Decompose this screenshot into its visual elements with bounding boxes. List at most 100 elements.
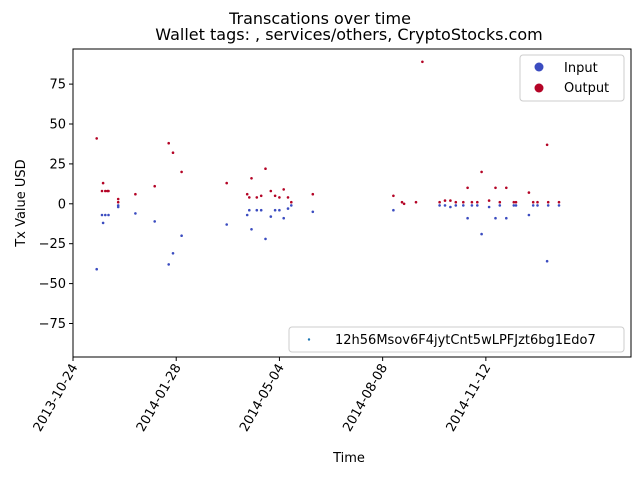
input-point <box>512 204 516 207</box>
input-point <box>278 208 281 212</box>
input-point <box>527 213 531 217</box>
output-point <box>449 199 452 202</box>
legend-top-right: Input Output <box>519 54 625 102</box>
input-point <box>116 204 120 207</box>
output-point <box>255 196 259 199</box>
points-layer <box>95 60 561 271</box>
output-point <box>400 200 404 204</box>
input-point <box>107 213 110 217</box>
legend-input-marker <box>534 62 544 72</box>
output-point <box>466 186 469 190</box>
y-axis: −75 −50 −25 0 25 50 75 <box>39 78 73 332</box>
input-point <box>466 216 469 220</box>
y-tick-label: 75 <box>49 78 66 93</box>
output-point <box>180 170 183 174</box>
output-point <box>101 181 105 185</box>
output-point <box>476 200 479 204</box>
output-point <box>462 200 465 204</box>
input-point <box>443 204 447 207</box>
output-point <box>505 186 508 190</box>
output-point <box>278 196 281 199</box>
legend-address-marker <box>307 338 311 341</box>
output-point <box>402 202 406 206</box>
input-point <box>531 204 535 207</box>
output-point <box>273 194 277 198</box>
output-point <box>392 194 395 198</box>
output-point <box>134 192 137 196</box>
output-point <box>116 200 120 204</box>
y-tick-label: 0 <box>58 197 66 212</box>
input-point <box>273 208 277 212</box>
output-point <box>250 177 253 180</box>
input-point <box>311 210 315 214</box>
input-point <box>95 267 98 271</box>
output-point <box>498 200 502 204</box>
input-point <box>494 216 497 220</box>
output-point <box>546 200 550 204</box>
input-point <box>557 204 561 207</box>
output-point <box>487 199 491 202</box>
x-axis: 2013-10-24 2014-01-28 2014-05-04 2014-08-08… <box>31 357 495 435</box>
input-point <box>480 232 483 236</box>
output-point <box>438 200 441 204</box>
output-point <box>443 199 447 202</box>
input-point <box>259 208 263 212</box>
y-tick-label: −50 <box>39 277 66 292</box>
input-point <box>505 216 508 220</box>
x-tick-label: 2014-05-04 <box>237 362 288 435</box>
output-point <box>414 200 418 204</box>
legend-top-right-frame <box>519 54 625 102</box>
output-point <box>512 200 516 204</box>
output-point <box>557 200 561 204</box>
output-point <box>100 189 104 193</box>
output-point <box>480 170 483 174</box>
input-point <box>264 237 267 241</box>
output-point <box>527 191 531 194</box>
y-tick-label: 50 <box>49 118 66 133</box>
output-point <box>248 196 251 199</box>
output-point <box>514 200 518 204</box>
x-axis-label: Time <box>332 451 365 466</box>
input-point <box>476 204 479 207</box>
input-point <box>286 207 290 210</box>
output-point <box>259 194 263 198</box>
output-point <box>290 200 293 204</box>
input-point <box>171 252 175 255</box>
y-tick-label: −75 <box>39 317 66 332</box>
legend-address-label: 12h56Msov6F4jytCnt5wLPFJzt6bg1Edo7 <box>335 333 596 348</box>
input-point <box>392 208 395 212</box>
output-point <box>531 200 535 204</box>
input-point <box>449 205 452 209</box>
input-point <box>167 263 170 266</box>
x-tick-label: 2013-10-24 <box>31 362 82 435</box>
output-point <box>153 184 156 188</box>
input-point <box>100 213 104 217</box>
x-tick-label: 2014-11-12 <box>444 361 495 434</box>
y-tick-label: −25 <box>39 237 66 252</box>
input-point <box>248 208 251 212</box>
output-point <box>171 151 175 154</box>
input-point <box>255 208 259 212</box>
output-point <box>264 167 267 170</box>
input-point <box>225 223 228 226</box>
input-point <box>134 212 137 215</box>
output-point <box>494 186 497 190</box>
input-point <box>104 213 107 217</box>
input-point <box>290 204 293 207</box>
output-point <box>545 143 549 147</box>
output-point <box>225 181 228 185</box>
output-point <box>167 141 170 145</box>
output-point <box>454 200 458 204</box>
output-point <box>104 189 107 193</box>
input-point <box>269 215 273 218</box>
chart-subtitle: Wallet tags: , services/others, CryptoSt… <box>155 25 542 44</box>
plot-frame <box>72 48 632 358</box>
legend-input-label: Input <box>564 61 598 76</box>
input-point <box>536 204 539 207</box>
output-point <box>311 192 315 196</box>
input-point <box>545 259 549 263</box>
input-point <box>462 204 465 207</box>
output-point <box>421 60 424 64</box>
input-point <box>153 220 156 223</box>
